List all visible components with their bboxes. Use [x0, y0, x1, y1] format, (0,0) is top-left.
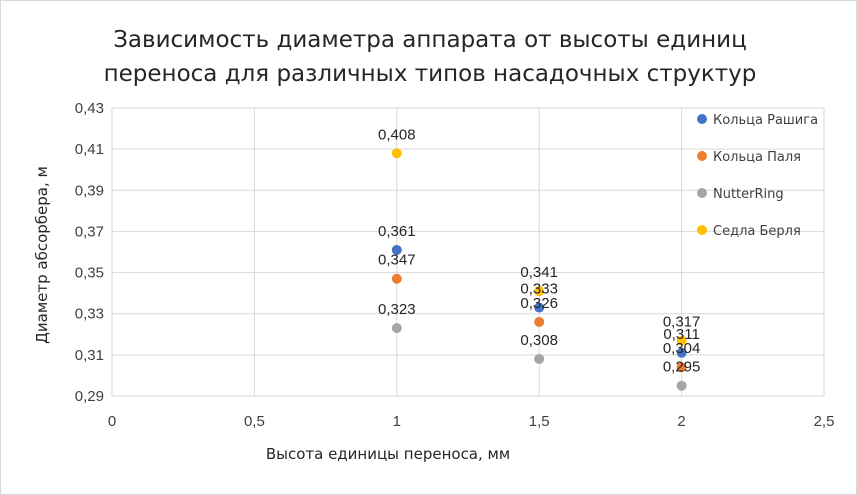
data-label: 0,295: [663, 359, 701, 376]
data-label: 0,408: [378, 126, 416, 143]
data-point: [391, 244, 402, 255]
data-label: 0,323: [378, 301, 416, 318]
y-axis-ticks: 0,29 0,31 0,33 0,35 0,37 0,39 0,41 0,43: [75, 100, 104, 405]
data-point: [534, 353, 545, 364]
data-label: 0,341: [520, 264, 558, 281]
data-label: 0,347: [378, 252, 416, 269]
data-label: 0,308: [520, 332, 558, 349]
data-label: 0,361: [378, 223, 416, 240]
data-point: [534, 316, 545, 327]
y-tick-label: 0,33: [75, 306, 104, 323]
data-point: [391, 273, 402, 284]
y-tick-label: 0,37: [75, 223, 104, 240]
legend-marker: [697, 151, 707, 161]
data-label: 0,317: [663, 313, 701, 330]
data-labels: 0,361 0,333 0,311 0,347 0,326 0,304 0,323 0,308…: [378, 126, 700, 375]
x-tick-label: 0,5: [244, 413, 265, 430]
x-axis-ticks: 0 0,5 1 1,5 2 2,5: [108, 413, 835, 430]
data-point: [391, 323, 402, 334]
legend-entry: NutterRing: [713, 187, 784, 202]
data-point: [676, 380, 687, 391]
y-tick-label: 0,31: [75, 347, 104, 364]
legend-marker: [697, 188, 707, 198]
data-label: 0,333: [520, 281, 558, 298]
x-tick-label: 2: [677, 413, 685, 430]
x-tick-label: 1: [393, 413, 401, 430]
y-axis-title: Диаметр абсорбера, м: [33, 166, 51, 344]
data-point: [676, 335, 687, 346]
data-label: 0,311: [663, 326, 699, 343]
chart-title-line-2: переноса для различных типов насадочных …: [104, 61, 757, 87]
y-tick-label: 0,43: [75, 100, 104, 117]
legend-marker: [697, 114, 707, 124]
legend: Кольца Рашига Кольца Паля NutterRing Седла …: [697, 113, 818, 239]
x-tick-label: 0: [108, 413, 116, 430]
y-tick-label: 0,29: [75, 388, 104, 405]
chart-title-line-1: Зависимость диаметра аппарата от высоты …: [113, 27, 747, 53]
legend-marker: [697, 225, 707, 235]
y-tick-label: 0,41: [75, 141, 104, 158]
legend-entry: Седла Берля: [713, 224, 801, 239]
data-point: [676, 362, 687, 373]
data-point: [391, 148, 402, 159]
x-tick-label: 1,5: [529, 413, 550, 430]
legend-entry: Кольца Рашига: [713, 113, 818, 128]
data-points: [391, 148, 687, 391]
data-label: 0,326: [520, 295, 558, 312]
data-label: 0,304: [663, 340, 701, 357]
x-axis-title: Высота единицы переноса, мм: [266, 445, 510, 463]
legend-entry: Кольца Паля: [713, 150, 801, 165]
data-point: [534, 286, 545, 297]
y-tick-label: 0,39: [75, 182, 104, 199]
y-tick-label: 0,35: [75, 265, 104, 282]
x-tick-label: 2,5: [814, 413, 835, 430]
data-point: [676, 347, 687, 358]
data-point: [534, 302, 545, 313]
